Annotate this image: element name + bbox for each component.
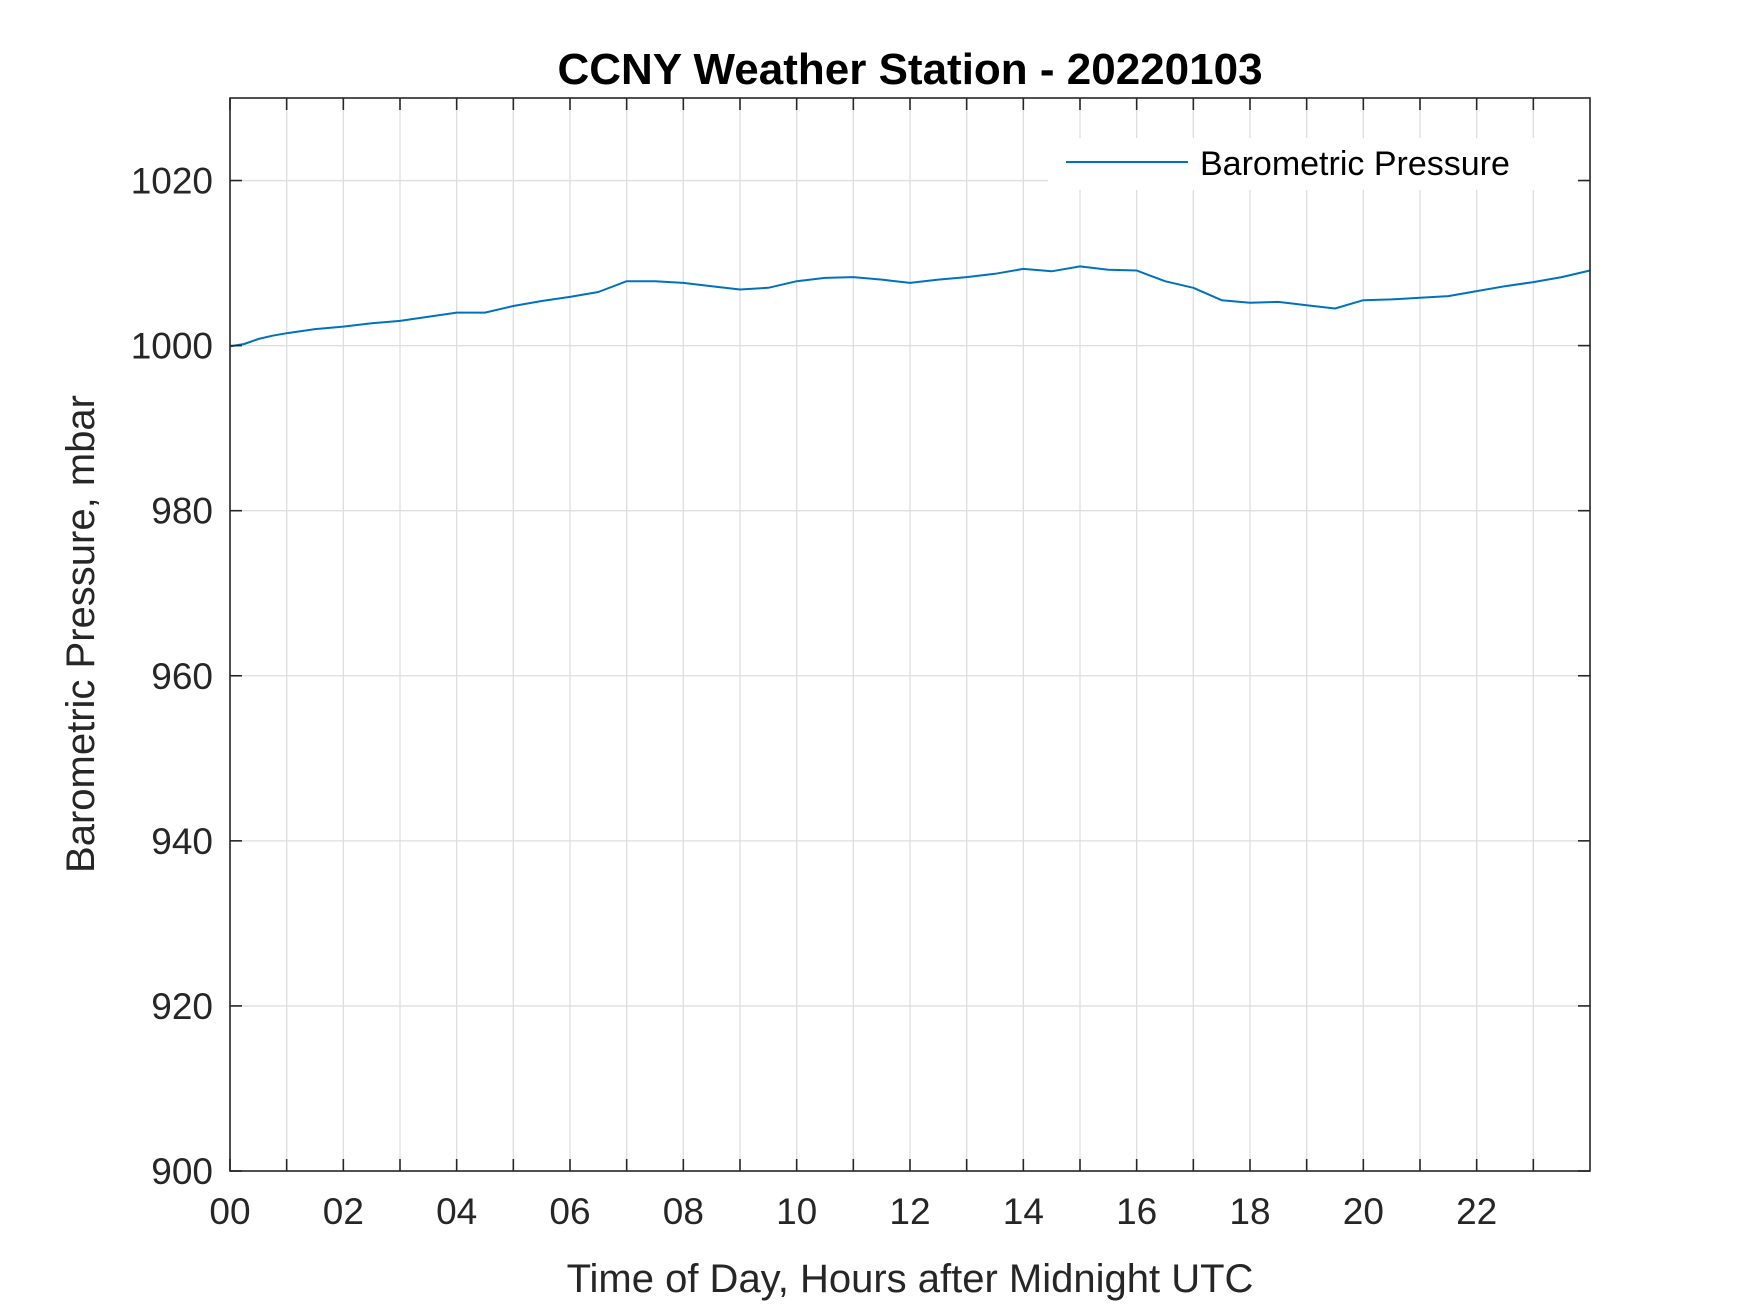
tick-label-layer: 00 02 04 06 08 10 12 14 16 18 20 22 900 920 940 960 980 1… (131, 161, 1498, 1232)
y-tick-label: 1020 (131, 161, 213, 202)
x-tick-label: 16 (1116, 1191, 1157, 1232)
series-layer (229, 265, 1591, 348)
x-tick-label: 20 (1343, 1191, 1384, 1232)
y-tick-label: 920 (151, 986, 213, 1027)
x-tick-label: 02 (323, 1191, 364, 1232)
series-line-barometric-pressure (229, 265, 1591, 348)
x-tick-label: 04 (436, 1191, 477, 1232)
x-tick-label: 18 (1229, 1191, 1270, 1232)
legend-label: Barometric Pressure (1200, 145, 1510, 183)
tick-layer (229, 98, 1590, 1172)
y-tick-label: 1000 (131, 326, 213, 367)
x-tick-label: 22 (1456, 1191, 1497, 1232)
x-tick-label: 06 (549, 1191, 590, 1232)
x-tick-label: 10 (776, 1191, 817, 1232)
chart-title: CCNY Weather Station - 20220103 (557, 45, 1262, 94)
legend-box (1048, 138, 1578, 190)
x-tick-label: 00 (209, 1191, 250, 1232)
y-axis-label: Barometric Pressure, mbar (59, 395, 103, 873)
legend: Barometric Pressure (1048, 138, 1578, 190)
y-tick-label: 900 (151, 1151, 213, 1192)
y-tick-label: 940 (151, 821, 213, 862)
x-tick-label: 12 (889, 1191, 930, 1232)
x-tick-label: 14 (1003, 1191, 1044, 1232)
y-tick-label: 960 (151, 656, 213, 697)
x-axis-label: Time of Day, Hours after Midnight UTC (567, 1257, 1254, 1301)
x-tick-label: 08 (663, 1191, 704, 1232)
y-tick-label: 980 (151, 491, 213, 532)
